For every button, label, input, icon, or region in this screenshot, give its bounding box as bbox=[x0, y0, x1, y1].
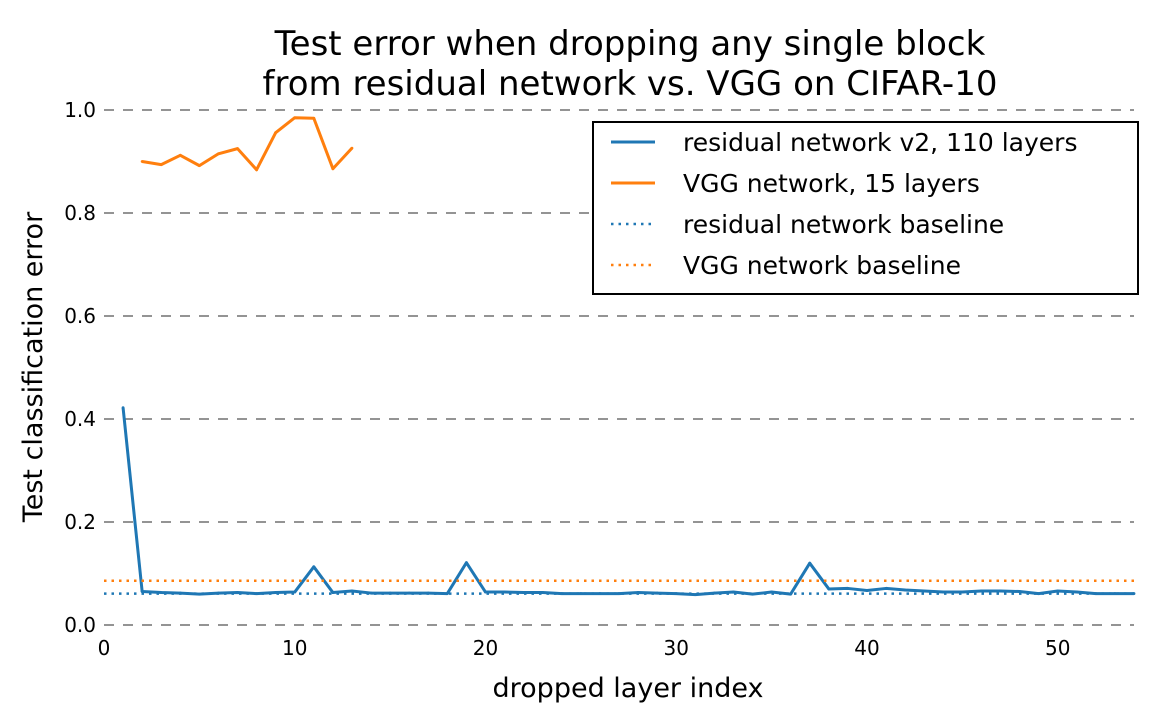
y-tick-label: 0.6 bbox=[64, 304, 96, 328]
y-tick-label: 1.0 bbox=[64, 98, 96, 122]
data-point bbox=[1037, 592, 1041, 595]
data-point bbox=[960, 590, 964, 594]
data-point bbox=[1075, 590, 1079, 594]
data-point bbox=[1056, 589, 1060, 593]
legend-label: residual network baseline bbox=[683, 210, 1004, 239]
data-point bbox=[808, 561, 812, 565]
series-layer bbox=[104, 116, 1136, 597]
chart-title: Test error when dropping any single bloc… bbox=[274, 24, 986, 64]
data-point bbox=[465, 561, 468, 565]
data-point bbox=[922, 589, 926, 593]
legend-box bbox=[592, 121, 1139, 295]
data-point bbox=[827, 587, 831, 591]
y-tick-label: 0.4 bbox=[64, 407, 96, 431]
data-point bbox=[693, 593, 697, 597]
data-point bbox=[197, 164, 201, 168]
data-point bbox=[197, 592, 201, 596]
data-point bbox=[140, 590, 144, 593]
x-tick-label: 0 bbox=[98, 636, 111, 660]
x-tick-label: 30 bbox=[663, 636, 688, 660]
data-point bbox=[255, 168, 258, 172]
data-point bbox=[903, 588, 907, 592]
chart-subtitle: from residual network vs. VGG on CIFAR-1… bbox=[263, 64, 998, 104]
data-point bbox=[217, 152, 220, 156]
y-axis-label: Test classification error bbox=[18, 211, 49, 523]
data-point bbox=[617, 592, 621, 595]
y-tick-label: 0.2 bbox=[64, 510, 96, 534]
data-point bbox=[865, 589, 869, 592]
series-line-0 bbox=[121, 407, 1134, 597]
data-point bbox=[312, 116, 316, 120]
x-tick-label: 10 bbox=[282, 636, 307, 660]
data-point bbox=[293, 590, 297, 594]
data-point bbox=[350, 589, 354, 593]
data-point bbox=[331, 591, 335, 594]
data-point bbox=[159, 163, 163, 166]
x-axis-label: dropped layer index bbox=[493, 673, 764, 704]
data-point bbox=[751, 592, 754, 596]
data-point bbox=[274, 591, 278, 594]
data-point bbox=[1018, 590, 1021, 593]
data-point bbox=[236, 591, 239, 594]
data-point bbox=[121, 406, 125, 410]
data-point bbox=[159, 591, 163, 594]
data-point bbox=[1113, 592, 1117, 595]
legend-label: VGG network baseline bbox=[683, 251, 961, 280]
x-tick-label: 20 bbox=[473, 636, 498, 660]
data-point bbox=[236, 147, 239, 151]
data-point bbox=[789, 592, 793, 596]
x-tick-label: 40 bbox=[854, 636, 879, 660]
data-point bbox=[274, 131, 278, 135]
y-tick-label: 0.0 bbox=[64, 613, 96, 637]
data-point bbox=[293, 116, 297, 120]
x-tick-label: 50 bbox=[1045, 636, 1070, 660]
data-point bbox=[331, 167, 335, 171]
data-point bbox=[846, 587, 850, 590]
data-point bbox=[884, 587, 888, 590]
data-point bbox=[312, 565, 316, 569]
data-point bbox=[941, 590, 945, 594]
legend-label: VGG network, 15 layers bbox=[683, 169, 980, 198]
legend: residual network v2, 110 layers VGG netwo… bbox=[592, 121, 1139, 295]
tick-labels: 0.0 0.2 0.4 0.6 0.8 1.0 0 10 20 30 40 50 bbox=[64, 98, 1070, 660]
data-point bbox=[980, 589, 983, 593]
data-point bbox=[541, 591, 545, 594]
data-point bbox=[369, 591, 373, 595]
data-point bbox=[484, 590, 487, 594]
data-point bbox=[350, 146, 354, 150]
data-point bbox=[655, 591, 659, 595]
data-point bbox=[407, 591, 411, 595]
data-point bbox=[140, 160, 144, 163]
data-point bbox=[445, 592, 449, 595]
data-point bbox=[178, 153, 182, 157]
y-tick-label: 0.8 bbox=[64, 201, 96, 225]
legend-label: residual network v2, 110 layers bbox=[683, 128, 1077, 157]
data-point bbox=[579, 592, 583, 595]
series-line-1 bbox=[141, 116, 354, 172]
data-point bbox=[999, 589, 1002, 593]
